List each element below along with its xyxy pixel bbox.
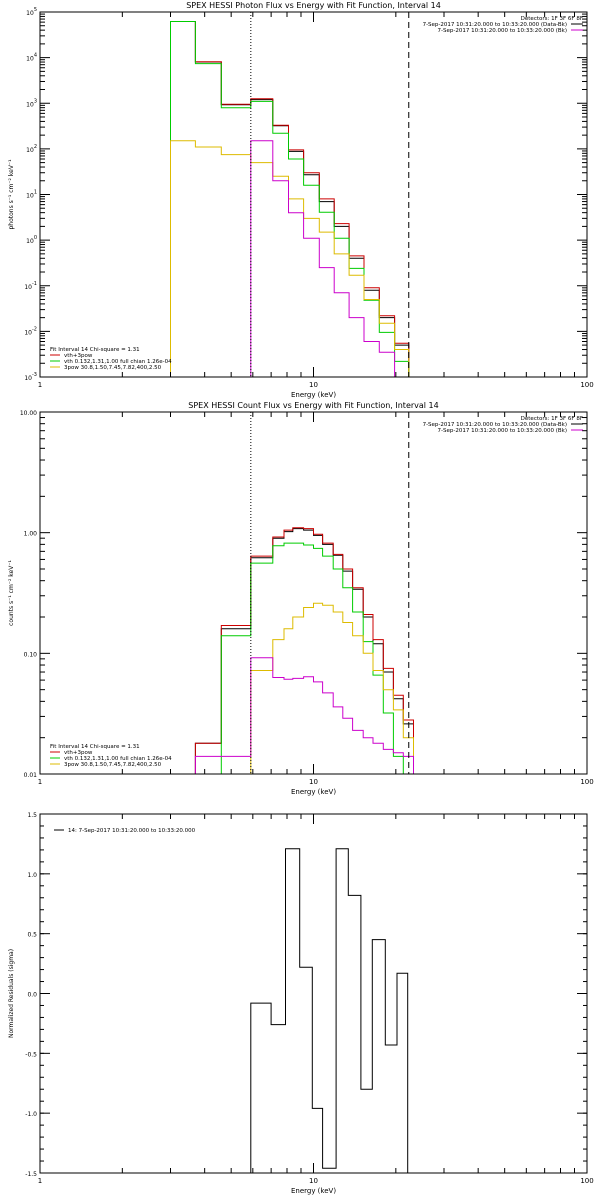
series-group bbox=[250, 848, 409, 1173]
legend-bottom-entry: vth+3pow bbox=[64, 353, 93, 359]
y-tick-label: 100 bbox=[26, 235, 37, 245]
photon-flux-panel: SPEX HESSI Photon Flux vs Energy with Fi… bbox=[8, 1, 594, 399]
legend-bottom-entry: vth 0.132,1.31,1.00 full chian 1.26e-04 bbox=[64, 359, 172, 365]
y-tick-label: 0.5 bbox=[27, 932, 37, 939]
x-tick-label: 1 bbox=[38, 381, 42, 389]
y-tick-base: 10 bbox=[26, 101, 34, 108]
y-tick-label: 1.5 bbox=[27, 812, 37, 819]
y-tick-exponent: 5 bbox=[34, 7, 37, 13]
plot-frame bbox=[39, 813, 588, 1174]
y-tick-exponent: 2 bbox=[34, 144, 37, 150]
chart-title: SPEX HESSI Photon Flux vs Energy with Fi… bbox=[186, 1, 441, 10]
y-tick-exponent: -1 bbox=[32, 281, 37, 287]
x-axis-label: Energy (keV) bbox=[291, 788, 336, 796]
legend-bottom-entry: vth 0.132,1.31,1.00 full chian 1.26e-04 bbox=[64, 756, 172, 762]
y-tick-base: 10 bbox=[24, 329, 32, 336]
y-tick-label: 0.01 bbox=[24, 772, 38, 779]
y-tick-base: 10 bbox=[26, 147, 34, 154]
series-line-4 bbox=[250, 140, 396, 377]
y-tick-base: 10 bbox=[26, 56, 34, 63]
y-tick-label: -0.5 bbox=[25, 1051, 37, 1058]
x-tick-label: 1 bbox=[38, 778, 42, 786]
series-line-2 bbox=[195, 542, 404, 774]
x-tick-label: 1 bbox=[38, 1177, 42, 1185]
chart-title: SPEX HESSI Count Flux vs Energy with Fit… bbox=[188, 401, 439, 410]
plot-frame bbox=[39, 11, 588, 378]
y-tick-label: 0.10 bbox=[24, 651, 38, 658]
x-axis-label: Energy (keV) bbox=[291, 1187, 336, 1195]
y-tick-label: 101 bbox=[26, 190, 37, 200]
x-axis-label: Energy (keV) bbox=[291, 391, 336, 399]
y-axis-label: counts s⁻¹ cm⁻² keV⁻¹ bbox=[8, 560, 15, 626]
legend-bottom-entry: vth+3pow bbox=[64, 750, 93, 756]
series-line-4 bbox=[194, 657, 414, 774]
y-axis-label: photons s⁻¹ cm⁻² keV⁻¹ bbox=[8, 159, 15, 230]
series-line-3 bbox=[221, 602, 414, 774]
series-group bbox=[116, 21, 410, 377]
y-tick-label: 10-3 bbox=[24, 372, 37, 382]
x-tick-label: 100 bbox=[580, 381, 593, 389]
series-line-0 bbox=[250, 848, 409, 1173]
y-tick-exponent: 4 bbox=[34, 53, 37, 59]
series-line-0 bbox=[194, 528, 414, 774]
legend-top-entry: 7-Sep-2017 10:31:20.000 to 10:33:20.000 … bbox=[423, 22, 567, 28]
x-tick-label: 100 bbox=[580, 778, 593, 786]
y-tick-label: 10-2 bbox=[24, 326, 37, 336]
y-tick-exponent: -3 bbox=[32, 372, 37, 378]
residuals-panel: 1 10 100 Energy (keV) -1.5 -1.0 -0.5 0.0 0.5 1.0 1… bbox=[8, 812, 594, 1195]
y-tick-label: 104 bbox=[26, 53, 37, 63]
y-tick-label: 1.0 bbox=[27, 872, 37, 879]
legend-top-entry: Detectors: 1F 3F 6F 8F bbox=[521, 16, 583, 22]
x-tick-label: 100 bbox=[580, 1177, 593, 1185]
y-tick-base: 10 bbox=[26, 238, 34, 245]
y-tick-base: 10 bbox=[26, 193, 34, 200]
y-tick-exponent: 0 bbox=[34, 235, 37, 241]
y-tick-label: 10.00 bbox=[20, 410, 37, 417]
y-tick-label: 0.0 bbox=[27, 992, 37, 999]
legend-bottom-entry: Fit Interval 14 Chi-square = 1.31 bbox=[50, 744, 140, 750]
legend-topleft-entry: 14: 7-Sep-2017 10:31:20.000 to 10:33:20.… bbox=[68, 828, 196, 834]
y-tick-label: 103 bbox=[26, 98, 37, 108]
legend-top-entry: 7-Sep-2017 10:31:20.000 to 10:33:20.000 … bbox=[423, 422, 567, 428]
x-tick-label: 10 bbox=[309, 381, 318, 389]
legend-bottom-entry: 3pow 30.8,1.50,7.45,7.82,400,2.50 bbox=[64, 762, 162, 768]
legend-top-entry: 7-Sep-2017 10:31:20.000 to 10:33:20.000 … bbox=[438, 428, 568, 434]
legend-bottom-entry: Fit Interval 14 Chi-square = 1.31 bbox=[50, 347, 140, 353]
series-group bbox=[194, 527, 414, 774]
y-tick-exponent: -2 bbox=[32, 326, 37, 332]
y-tick-label: -1.0 bbox=[25, 1111, 37, 1118]
y-tick-label: 102 bbox=[26, 144, 37, 154]
legend-bottom-entry: 3pow 30.8,1.50,7.45,7.82,400,2.50 bbox=[64, 365, 162, 371]
y-tick-label: -1.5 bbox=[25, 1171, 37, 1178]
y-tick-label: 105 bbox=[26, 7, 37, 17]
y-tick-exponent: 1 bbox=[34, 190, 37, 196]
legend-top-entry: Detectors: 1F 3F 6F 8F bbox=[521, 416, 583, 422]
plot-frame bbox=[39, 411, 588, 775]
y-tick-exponent: 3 bbox=[34, 98, 37, 104]
y-tick-label: 10-1 bbox=[24, 281, 37, 291]
x-tick-label: 10 bbox=[309, 1177, 318, 1185]
x-tick-label: 10 bbox=[309, 778, 318, 786]
y-tick-base: 10 bbox=[24, 375, 32, 382]
series-line-1 bbox=[194, 527, 414, 774]
y-tick-base: 10 bbox=[24, 284, 32, 291]
y-tick-label: 1.00 bbox=[24, 531, 38, 538]
count-flux-panel: SPEX HESSI Count Flux vs Energy with Fit… bbox=[8, 401, 594, 796]
legend-top-entry: 7-Sep-2017 10:31:20.000 to 10:33:20.000 … bbox=[438, 28, 568, 34]
y-tick-base: 10 bbox=[26, 10, 34, 17]
y-axis-label: Normalized Residuals (sigma) bbox=[8, 949, 15, 1038]
